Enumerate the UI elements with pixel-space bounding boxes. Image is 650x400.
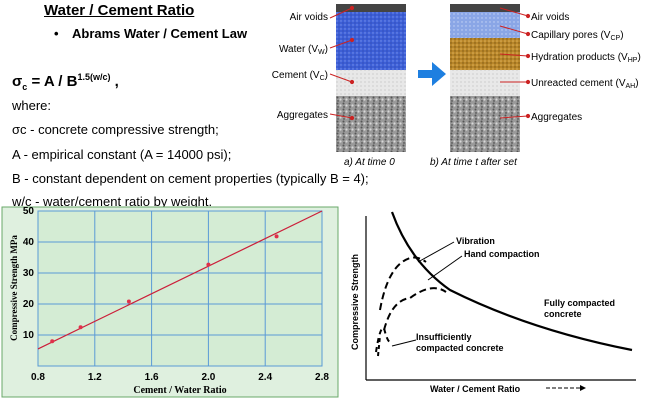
col-b-aggregates	[450, 96, 520, 152]
col-a-water	[336, 12, 406, 70]
fully-compacted-line1: Fully compacted	[544, 298, 615, 308]
page-title: Water / Cement Ratio	[44, 2, 195, 19]
chart1-xtick-4: 2.4	[258, 372, 272, 383]
label-air-voids-a: Air voids	[290, 12, 328, 23]
pointer-hand-compaction	[427, 255, 463, 281]
label-cement-a: Cement (VC)	[272, 70, 328, 82]
chart1-ytick-1: 20	[23, 299, 35, 310]
column-time-after-set	[450, 4, 520, 152]
label-hydration-b: Hydration products (VHP)	[531, 52, 641, 64]
insufficient-line2: compacted concrete	[416, 343, 504, 353]
chart1-point-1	[78, 325, 83, 330]
curve-insufficient	[375, 326, 393, 353]
formula-sigma-sub: c	[22, 82, 28, 92]
formula-sigma: σ	[12, 73, 23, 90]
col-b-hydration	[450, 38, 520, 70]
col-a-cement	[336, 70, 406, 96]
annotation-insufficient: Insufficiently compacted concrete	[416, 332, 504, 353]
curve-insufficient-2	[377, 335, 381, 357]
chart1-xtick-1: 1.2	[88, 372, 102, 383]
formula-exponent: 1.5(w/c)	[77, 72, 111, 82]
chart1-point-3	[206, 262, 211, 267]
chart1-ytick-3: 40	[23, 237, 35, 248]
chart1-grid	[37, 210, 323, 366]
chart2-ylabel: Compressive Strength	[350, 254, 360, 350]
pointer-insufficient	[391, 339, 417, 347]
curve-hand-compaction	[383, 287, 447, 331]
chart2-xlabel-arrow-icon	[580, 385, 586, 391]
col-a-aggregates	[336, 96, 406, 152]
chart1-ytick-2: 30	[23, 268, 35, 279]
col-b-unreacted	[450, 70, 520, 96]
chart1-ytick-0: 10	[23, 330, 35, 341]
curve-fully-compacted	[390, 211, 633, 352]
chart1-ylabel: Compressive Strength MPa	[9, 235, 19, 341]
bullet-label: Abrams Water / Cement Law	[72, 26, 248, 41]
formula-body: = A / B	[27, 73, 78, 90]
fully-compacted-line2: concrete	[544, 309, 582, 319]
label-pores-b: Capillary pores (VCP)	[531, 30, 624, 42]
left-leader-lines	[329, 5, 355, 121]
abrams-formula: σc = A / B1.5(w/c) ,	[12, 72, 119, 92]
col-a-air	[336, 4, 406, 12]
curve-vibration	[379, 256, 427, 311]
definition-wc: w/c - water/cement ratio by weight.	[12, 194, 213, 209]
chart1-point-4	[274, 234, 279, 239]
annotation-vibration: Vibration	[456, 236, 495, 246]
bullet-dot-icon: •	[54, 26, 59, 41]
definition-b: B - constant dependent on cement propert…	[12, 171, 369, 186]
chart1-xlabel: Cement / Water Ratio	[133, 385, 226, 396]
label-aggregates-a: Aggregates	[277, 110, 328, 121]
chart1-panel	[1, 206, 339, 398]
definition-where: where:	[12, 98, 52, 113]
chart2-xlabel: Water / Cement Ratio	[430, 384, 521, 394]
insufficient-line1: Insufficiently	[416, 332, 472, 342]
chart1-point-0	[50, 339, 55, 344]
annotation-hand-compaction: Hand compaction	[464, 249, 540, 259]
caption-time-zero: a) At time 0	[344, 157, 395, 168]
annotation-fully-compacted: Fully compacted concrete	[544, 298, 615, 319]
caption-after-set: b) At time t after set	[430, 157, 518, 168]
chart1-xtick-5: 2.8	[315, 372, 329, 383]
col-b-air	[450, 4, 520, 12]
chart1-plot-area	[37, 210, 323, 367]
right-leader-lines	[499, 7, 531, 119]
chart1-xtick-2: 1.6	[145, 372, 159, 383]
chart1-points	[50, 234, 279, 344]
transition-arrow-icon	[418, 62, 446, 86]
pointer-vibration	[417, 241, 455, 263]
chart1-xtick-0: 0.8	[31, 372, 45, 383]
formula-tail: ,	[110, 73, 119, 90]
bullet-item: • Abrams Water / Cement Law	[54, 26, 247, 41]
chart1-point-2	[126, 299, 131, 304]
label-air-voids-b: Air voids	[531, 12, 569, 23]
label-aggregates-b: Aggregates	[531, 112, 582, 123]
label-water-a: Water (VW)	[279, 44, 328, 56]
label-unreacted-b: Unreacted cement (VAH)	[531, 78, 639, 90]
definition-a: A - empirical constant (A = 14000 psi);	[12, 147, 232, 162]
col-b-pores	[450, 12, 520, 38]
definition-sigma: σc - concrete compressive strength;	[12, 122, 219, 137]
column-time-zero	[336, 4, 406, 152]
chart1-xtick-3: 2.0	[201, 372, 215, 383]
chart1-fit-line	[37, 210, 323, 350]
